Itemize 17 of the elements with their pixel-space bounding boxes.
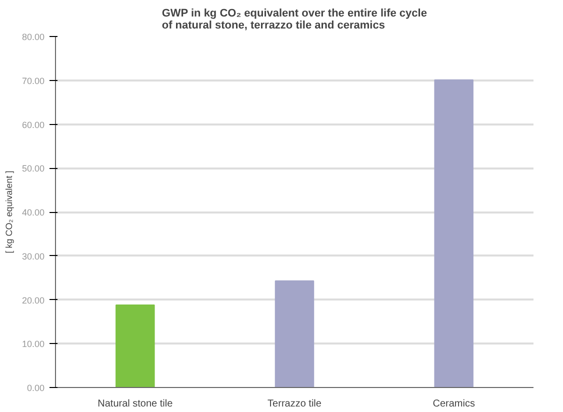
y-tick-label: 70.00 [22, 76, 45, 86]
y-tick-label: 10.00 [22, 339, 45, 350]
y-tick-label: 20.00 [22, 295, 45, 306]
y-tick-label: 80.00 [22, 32, 45, 42]
y-axis-title: [ kg CO₂ equivalent ] [4, 170, 14, 254]
y-tick-label: 30.00 [22, 251, 45, 262]
y-tick-label: 40.00 [22, 208, 45, 218]
y-tick-label: 0.00 [26, 383, 45, 393]
bar [274, 280, 314, 388]
x-tick-label: Natural stone tile [98, 398, 174, 410]
y-tick-label: 50.00 [22, 164, 45, 174]
x-tick-label: Terrazzo tile [268, 398, 322, 410]
chart-title: GWP in kg CO₂ equivalent over the entire life cycle of natural stone, terrazzo tile and ceramics [162, 8, 427, 32]
bar [116, 304, 155, 388]
x-tick-label: Ceramics [432, 398, 475, 410]
bar [434, 79, 474, 388]
y-tick-label: 60.00 [22, 120, 45, 130]
